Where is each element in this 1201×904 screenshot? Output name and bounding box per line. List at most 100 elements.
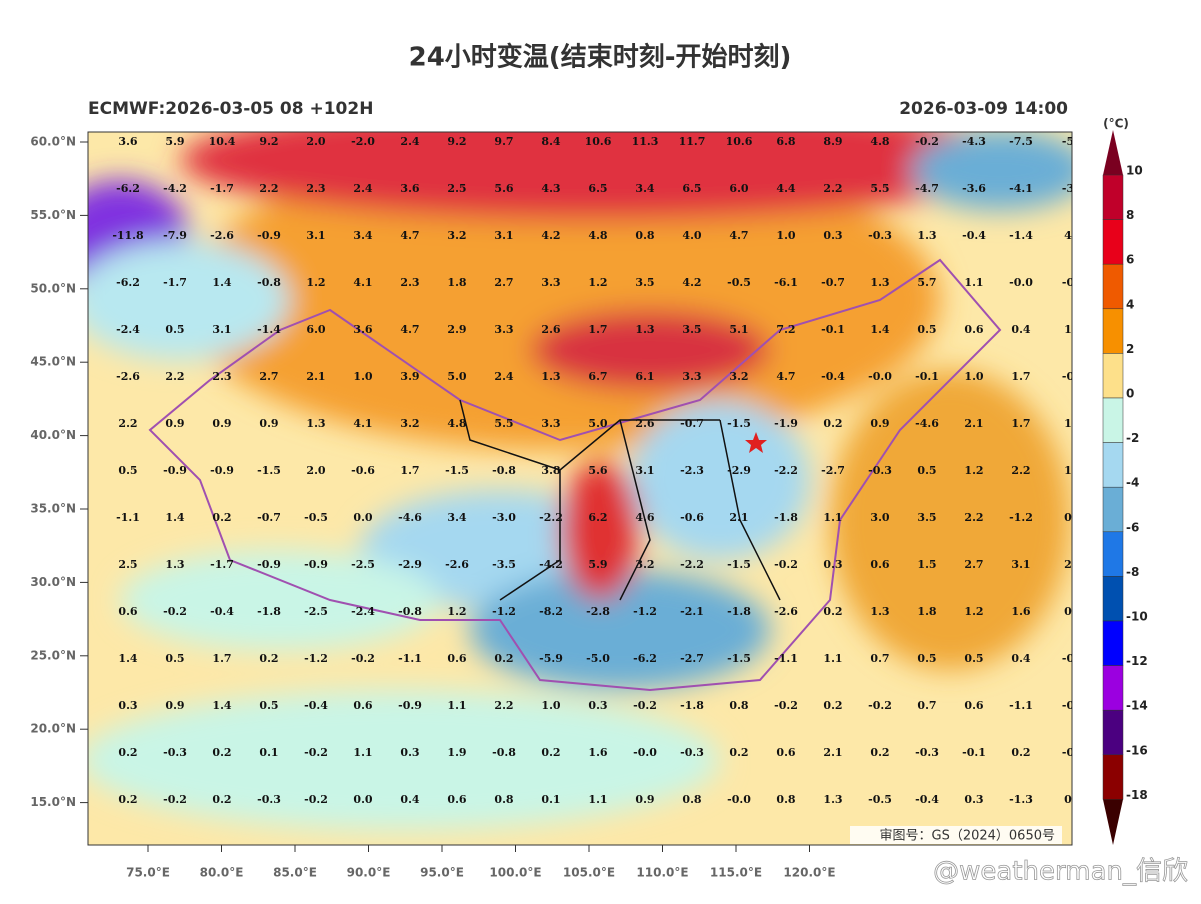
grid-value: 3.5	[635, 276, 654, 289]
grid-value: 2.2	[259, 182, 278, 195]
colorbar-box	[1102, 442, 1124, 488]
grid-value: 2.2	[823, 182, 842, 195]
grid-value: 0.4	[400, 793, 419, 806]
colorbar-label: 2	[1126, 342, 1134, 356]
grid-value: 4.7	[776, 370, 795, 383]
grid-value: 4	[77, 793, 85, 806]
grid-value: -0.9	[163, 464, 187, 477]
grid-value: -0.6	[680, 511, 704, 524]
grid-value: 0.6	[447, 652, 466, 665]
grid-value: 1.2	[447, 605, 466, 618]
grid-value: 10.6	[726, 135, 753, 148]
grid-value: 2.4	[353, 182, 372, 195]
grid-value: -0.3	[915, 746, 939, 759]
grid-value: 2	[77, 229, 85, 242]
grid-value: -2.6	[445, 558, 469, 571]
grid-value: 2.2	[165, 370, 184, 383]
grid-value: -0.2	[868, 699, 892, 712]
lat-label: 15.0°N	[30, 795, 76, 809]
lat-label: 25.0°N	[30, 648, 76, 662]
grid-value: -0	[1062, 276, 1075, 289]
grid-value: -0.2	[633, 699, 657, 712]
grid-value: 2.7	[494, 276, 513, 289]
grid-value: -1.7	[163, 276, 187, 289]
grid-value: -7.9	[163, 229, 187, 242]
grid-value: 1	[77, 652, 85, 665]
grid-value: 1	[1064, 323, 1072, 336]
lat-label: 55.0°N	[30, 208, 76, 222]
grid-value: 1.1	[447, 699, 466, 712]
grid-value: 0.5	[917, 464, 936, 477]
colorbar-box	[1102, 308, 1124, 354]
grid-value: 2.1	[729, 511, 748, 524]
grid-value: -2.6	[210, 229, 234, 242]
grid-value: 3.1	[306, 229, 325, 242]
grid-value: -1.9	[774, 417, 798, 430]
grid-value: 0.3	[118, 699, 137, 712]
colorbar-box	[1102, 397, 1124, 443]
lon-label: 75.0°E	[126, 866, 170, 880]
grid-value: 1.3	[541, 370, 560, 383]
lon-label: 105.0°E	[563, 866, 615, 880]
grid-value: -2.6	[774, 605, 798, 618]
grid-value: 1.3	[870, 276, 889, 289]
colorbar-box	[1102, 531, 1124, 577]
grid-value: 6.5	[682, 182, 701, 195]
grid-value: 3.4	[635, 182, 654, 195]
grid-value: 5.5	[494, 417, 513, 430]
grid-value: 1.3	[165, 558, 184, 571]
grid-value: -1.3	[1009, 793, 1033, 806]
grid-value: 11.3	[632, 135, 659, 148]
grid-value: 3.2	[635, 558, 654, 571]
lat-label: 60.0°N	[30, 135, 76, 149]
colorbar-tip	[1103, 130, 1123, 175]
lon-label: 115.0°E	[710, 866, 762, 880]
colorbar-label: -2	[1126, 431, 1139, 445]
grid-value: 0.2	[494, 652, 513, 665]
grid-value: -0.3	[257, 793, 281, 806]
grid-value: -4.7	[915, 182, 939, 195]
grid-value: -2.3	[680, 464, 704, 477]
grid-value: 3.2	[447, 229, 466, 242]
grid-value: -0	[1062, 746, 1075, 759]
grid-value: -0.7	[821, 276, 845, 289]
grid-value: 0.2	[870, 746, 889, 759]
grid-value: 3.6	[353, 323, 372, 336]
grid-value: 2.3	[212, 370, 231, 383]
grid-value: -4.1	[1009, 182, 1033, 195]
grid-value: -3.5	[492, 558, 516, 571]
grid-value: 0.2	[541, 746, 560, 759]
grid-value: 2	[77, 746, 85, 759]
grid-value: -8.2	[539, 605, 563, 618]
grid-value: 0.3	[400, 746, 419, 759]
colorbar-label: -10	[1126, 610, 1148, 624]
lat-label: 45.0°N	[30, 355, 76, 369]
grid-value: 0.2	[212, 511, 231, 524]
grid-value: 1.1	[353, 746, 372, 759]
grid-value: 0.3	[823, 229, 842, 242]
grid-value: 4.7	[729, 229, 748, 242]
grid-value: 3.4	[353, 229, 372, 242]
grid-value: -4.3	[962, 135, 986, 148]
grid-value: -3	[1062, 182, 1074, 195]
grid-value: -2.2	[774, 464, 798, 477]
grid-value: -0.8	[257, 276, 281, 289]
grid-value: 0.2	[118, 746, 137, 759]
grid-value: 1	[77, 417, 85, 430]
grid-value: 8.9	[823, 135, 842, 148]
grid-value: 1.1	[588, 793, 607, 806]
grid-value: 2.4	[494, 370, 513, 383]
grid-value: 0.2	[1011, 746, 1030, 759]
grid-value: -0.3	[680, 746, 704, 759]
grid-value: 5.9	[588, 558, 607, 571]
grid-value: 3.1	[212, 323, 231, 336]
grid-value: 6.5	[588, 182, 607, 195]
grid-value: 4.2	[541, 229, 560, 242]
grid-value: 0	[1064, 511, 1072, 524]
grid-value: -0.8	[492, 464, 516, 477]
grid-value: -0.2	[304, 746, 328, 759]
lon-label: 85.0°E	[273, 866, 317, 880]
grid-value: 2.7	[259, 370, 278, 383]
grid-value: -4.6	[915, 417, 939, 430]
grid-value: 0.7	[917, 699, 936, 712]
